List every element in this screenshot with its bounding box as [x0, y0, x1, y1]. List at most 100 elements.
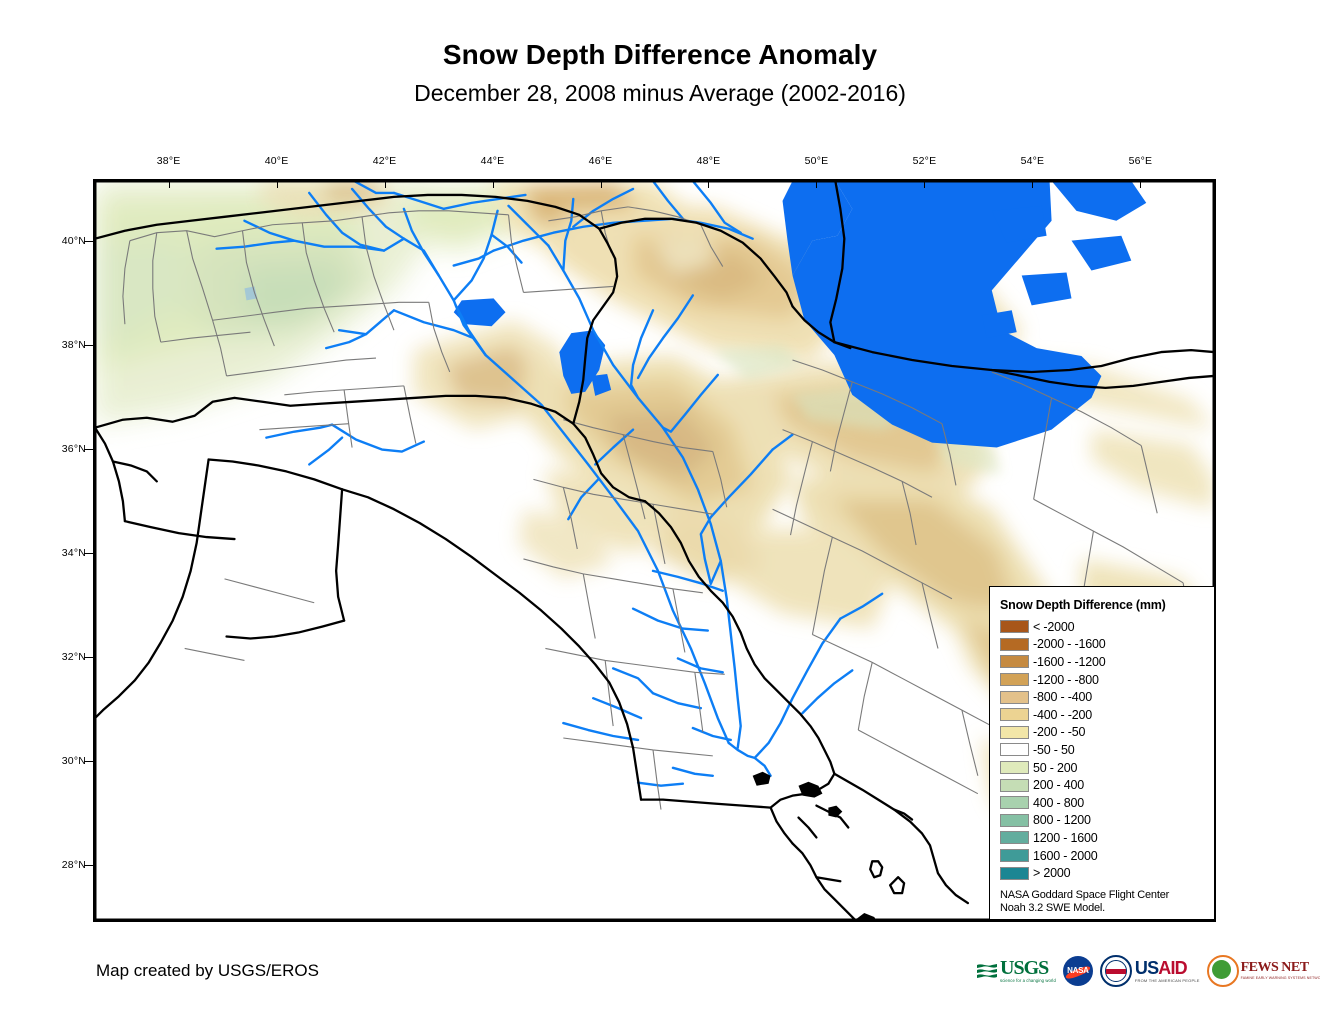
legend-label: -1600 - -1200 — [1033, 654, 1106, 669]
usaid-seal-icon — [1099, 955, 1132, 987]
legend-swatch — [1000, 690, 1029, 704]
lat-tick-mark — [84, 449, 93, 451]
legend-label: -200 - -50 — [1033, 725, 1086, 740]
lon-tick-label: 52°E — [912, 155, 937, 167]
lat-tick-mark — [84, 864, 93, 866]
fews-tagline: FAMINE EARLY WARNING SYSTEMS NETWORK — [1240, 975, 1320, 980]
legend-row: 200 - 400 — [990, 776, 1214, 794]
lon-tick-label: 42°E — [372, 155, 397, 167]
lon-tick-mark — [708, 179, 710, 188]
usgs-wave-icon — [977, 964, 997, 978]
fews-globe-landmass — [1211, 960, 1231, 979]
legend-source-line2: Noah 3.2 SWE Model. — [1000, 902, 1106, 915]
legend-row: 50 - 200 — [990, 759, 1214, 777]
lat-tick-label: 30°N — [61, 754, 86, 767]
legend-row: -1600 - -1200 — [990, 653, 1214, 671]
legend-title: Snow Depth Difference (mm) — [1000, 598, 1166, 612]
legend-label: -800 - -400 — [1033, 690, 1092, 705]
map-frame[interactable] — [93, 179, 1216, 922]
nasa-wordmark: NASA — [1067, 966, 1089, 975]
legend-row: < -2000 — [990, 618, 1214, 636]
legend-source-line1: NASA Goddard Space Flight Center — [1000, 888, 1170, 901]
legend-swatch — [1000, 743, 1029, 757]
legend-label: 200 - 400 — [1033, 778, 1085, 793]
legend-class-list: < -2000 -2000 - -1600 -1600 - -1200 -1200 -… — [990, 618, 1214, 882]
lat-tick-label: 40°N — [61, 235, 86, 248]
usgs-wordmark: USGS — [1000, 957, 1049, 980]
lon-tick-label: 46°E — [588, 155, 613, 167]
legend-panel[interactable]: Snow Depth Difference (mm) < -2000 -2000 … — [989, 586, 1215, 920]
lon-tick-mark — [384, 179, 386, 188]
usaid-seal-bar — [1105, 969, 1126, 974]
legend-label: > 2000 — [1033, 866, 1071, 881]
fews-globe-icon — [1206, 955, 1239, 987]
legend-swatch — [1000, 708, 1029, 722]
legend-label: -2000 - -1600 — [1033, 637, 1106, 652]
lon-tick-mark — [816, 179, 818, 188]
lon-tick-mark — [924, 179, 926, 188]
usaid-wordmark: USAID — [1135, 959, 1200, 977]
lon-tick-label: 48°E — [696, 155, 721, 167]
lon-tick-label: 56°E — [1128, 155, 1153, 167]
lat-tick-mark — [84, 657, 93, 658]
legend-swatch — [1000, 849, 1029, 863]
legend-row: 1200 - 1600 — [990, 829, 1214, 847]
lon-tick-mark — [1140, 179, 1142, 188]
usaid-logo[interactable]: USAID FROM THE AMERICAN PEOPLE — [1099, 954, 1200, 988]
legend-row: -200 - -50 — [990, 724, 1214, 742]
lon-tick-mark — [276, 179, 278, 188]
usaid-tagline: FROM THE AMERICAN PEOPLE — [1134, 977, 1200, 983]
lon-tick-mark — [600, 179, 602, 188]
lat-tick-label: 28°N — [61, 858, 86, 871]
legend-label: 50 - 200 — [1033, 760, 1078, 775]
legend-swatch — [1000, 673, 1029, 687]
legend-row: > 2000 — [990, 864, 1214, 882]
usgs-logo[interactable]: USGS science for a changing world — [976, 954, 1056, 988]
usgs-tagline: science for a changing world — [1000, 978, 1056, 984]
lon-tick-mark — [1032, 179, 1034, 188]
legend-swatch — [1000, 866, 1029, 880]
legend-row: -50 - 50 — [990, 741, 1214, 759]
legend-swatch — [1000, 620, 1029, 634]
legend-row: -2000 - -1600 — [990, 636, 1214, 654]
lat-tick-mark — [84, 760, 93, 762]
lat-tick-label: 36°N — [61, 443, 86, 456]
nasa-meatball-icon: NASA — [1062, 956, 1093, 986]
usaid-word-aid: AID — [1158, 958, 1187, 979]
legend-label: 400 - 800 — [1033, 795, 1085, 810]
title-block: Snow Depth Difference Anomaly December 2… — [0, 38, 1320, 108]
lat-tick-mark — [84, 345, 93, 347]
map-credit: Map created by USGS/EROS — [96, 961, 319, 980]
legend-row: 800 - 1200 — [990, 812, 1214, 830]
legend-label: -400 - -200 — [1033, 707, 1092, 722]
legend-label: -50 - 50 — [1033, 742, 1075, 757]
map-canvas[interactable] — [95, 181, 1214, 920]
lon-tick-label: 38°E — [156, 155, 181, 167]
legend-row: 1600 - 2000 — [990, 847, 1214, 865]
legend-label: < -2000 — [1033, 619, 1075, 634]
lat-tick-label: 38°N — [61, 339, 86, 352]
nasa-logo[interactable]: NASA — [1062, 954, 1093, 988]
fews-wordmark: FEWS NET — [1240, 960, 1309, 976]
legend-swatch — [1000, 796, 1029, 810]
page-subtitle: December 28, 2008 minus Average (2002-20… — [414, 80, 906, 106]
legend-label: 1200 - 1600 — [1033, 830, 1098, 845]
lon-tick-mark — [168, 179, 170, 188]
legend-swatch — [1000, 813, 1029, 827]
lat-tick-mark — [84, 241, 93, 243]
legend-swatch — [1000, 831, 1029, 845]
legend-label: 1600 - 2000 — [1033, 848, 1098, 863]
page-title: Snow Depth Difference Anomaly — [442, 39, 878, 70]
lat-tick-label: 34°N — [61, 547, 86, 560]
legend-row: -800 - -400 — [990, 688, 1214, 706]
usaid-word-us: US — [1134, 958, 1159, 979]
lon-tick-mark — [492, 179, 494, 188]
fews-net-logo[interactable]: FEWS NET FAMINE EARLY WARNING SYSTEMS NE… — [1206, 954, 1320, 988]
legend-row: -400 - -200 — [990, 706, 1214, 724]
lon-tick-label: 54°E — [1020, 155, 1045, 167]
lat-tick-mark — [84, 553, 93, 555]
legend-label: -1200 - -800 — [1033, 672, 1099, 687]
legend-swatch — [1000, 655, 1029, 669]
lon-tick-label: 50°E — [804, 155, 829, 167]
lon-tick-label: 44°E — [480, 155, 505, 167]
